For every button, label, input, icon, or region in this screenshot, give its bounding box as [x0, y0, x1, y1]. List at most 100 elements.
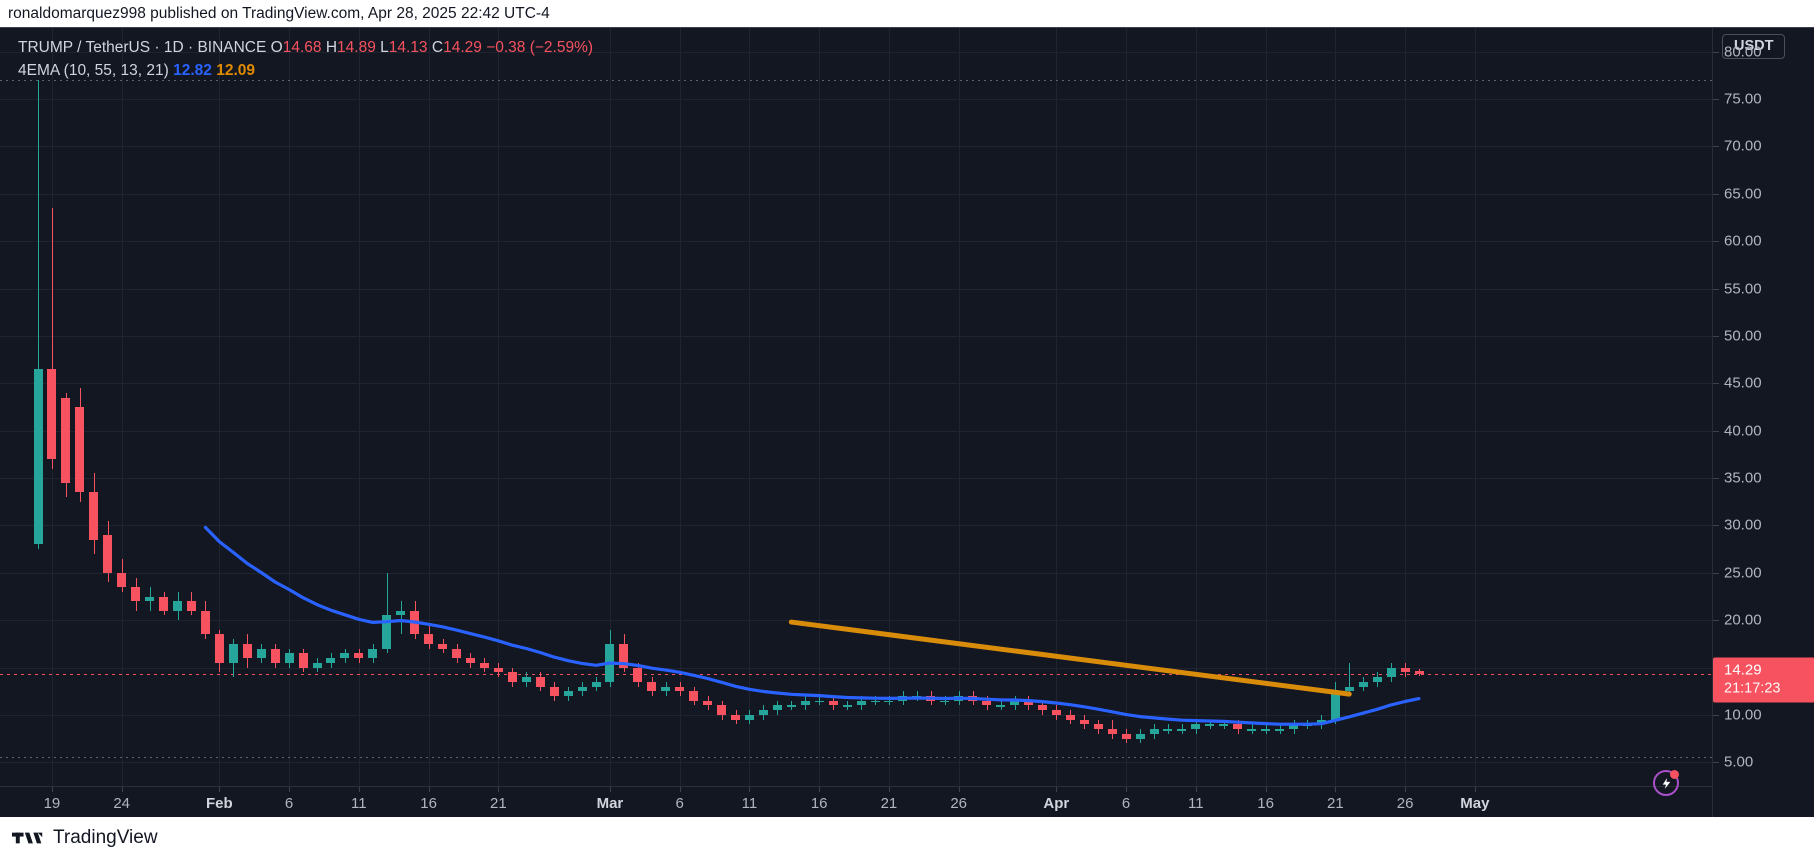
- candle-body: [214, 634, 224, 663]
- symbol-title[interactable]: TRUMP / TetherUS · 1D · BINANCE: [18, 39, 267, 56]
- close-value: 14.29: [443, 39, 482, 56]
- time-axis-tick: [289, 787, 290, 792]
- gridline-horizontal: [0, 383, 1712, 385]
- time-axis-label: Feb: [206, 795, 233, 812]
- candle-body: [452, 648, 461, 659]
- time-axis-label: 6: [675, 795, 684, 812]
- candle-body: [940, 700, 950, 703]
- candle-body: [382, 615, 392, 649]
- time-axis-tick: [889, 787, 890, 792]
- time-axis-label: 16: [420, 795, 437, 812]
- candle-body: [577, 686, 587, 692]
- time-axis-label: 19: [43, 795, 61, 812]
- chart-legend: TRUMP / TetherUS · 1D · BINANCE O14.68 H…: [18, 38, 593, 81]
- price-axis-label: 65.00: [1724, 185, 1762, 203]
- candle-body: [647, 681, 657, 692]
- lightning-bolt-icon[interactable]: [1653, 770, 1679, 796]
- gridline-horizontal: [0, 620, 1712, 622]
- candle-body: [507, 672, 517, 682]
- footer: TradingView: [0, 817, 1814, 858]
- tradingview-logo[interactable]: TradingView: [12, 827, 158, 849]
- candle-body: [424, 634, 434, 644]
- published-header: ronaldomarquez998 published on TradingVi…: [0, 0, 1814, 27]
- candle-body: [1358, 681, 1368, 687]
- candle-body: [1107, 729, 1117, 734]
- price-axis-label: 60.00: [1724, 232, 1762, 250]
- current-price-badge[interactable]: 14.29 21:17:23: [1713, 657, 1814, 703]
- indicator-name[interactable]: 4EMA (10, 55, 13, 21): [18, 62, 169, 79]
- time-axis-label: May: [1460, 795, 1490, 812]
- chart-pane[interactable]: [0, 28, 1712, 786]
- time-axis-tick: [1056, 787, 1057, 792]
- bar-countdown: 21:17:23: [1724, 680, 1781, 697]
- candle-wick: [52, 208, 53, 469]
- candle-body: [954, 695, 964, 701]
- price-axis-tick: [1713, 335, 1719, 337]
- candle-body: [228, 643, 238, 663]
- time-axis-label: 21: [880, 795, 898, 812]
- gridline-vertical: [498, 28, 499, 786]
- candle-body: [898, 695, 908, 701]
- candle-body: [1037, 705, 1047, 711]
- candle-body: [605, 643, 615, 682]
- gridline-horizontal: [0, 478, 1712, 480]
- gridline-vertical: [749, 28, 750, 786]
- currency-badge[interactable]: USDT: [1722, 34, 1786, 59]
- price-axis-label: 20.00: [1724, 611, 1762, 629]
- candle-body: [1302, 724, 1312, 726]
- brand-name: TradingView: [53, 826, 158, 848]
- time-scale[interactable]: 19 24 Feb 6 11 16 21 Mar 6 11 16 21 26 Apr 6 11 16 21 26 Ma…: [0, 786, 1712, 818]
- candle-body: [814, 700, 824, 703]
- gridline-horizontal: [0, 762, 1712, 764]
- open-value: 14.68: [282, 39, 322, 56]
- price-axis-tick: [1713, 620, 1719, 622]
- time-axis-tick: [429, 787, 430, 792]
- time-axis-label: 21: [1327, 795, 1344, 812]
- candle-body: [1163, 729, 1173, 731]
- candle-body: [1079, 719, 1089, 725]
- dotted-level-line: [0, 756, 1712, 758]
- price-axis-tick: [1713, 572, 1719, 574]
- time-axis-tick: [52, 787, 53, 792]
- candle-body: [1261, 729, 1271, 731]
- time-axis-tick: [1335, 787, 1336, 792]
- candle-body: [396, 610, 406, 616]
- time-axis-label: 24: [113, 795, 131, 812]
- time-axis-label: 21: [490, 795, 507, 812]
- gridline-vertical: [219, 28, 220, 786]
- gridline-vertical: [122, 28, 123, 786]
- price-axis-label: 30.00: [1724, 516, 1762, 534]
- candle-body: [1177, 729, 1187, 731]
- candle-body: [103, 534, 113, 573]
- time-axis-label: 6: [284, 795, 294, 812]
- candle-body: [619, 643, 629, 668]
- candle-body: [326, 658, 336, 663]
- legend-ohlc-row[interactable]: TRUMP / TetherUS · 1D · BINANCE O14.68 H…: [18, 38, 593, 58]
- price-scale[interactable]: USDT 80.00 75.00 70.00 65.00 60.00 55.00 50.00…: [1712, 28, 1814, 818]
- price-axis-tick: [1713, 241, 1719, 243]
- tradingview-logo-icon: [12, 832, 43, 843]
- price-axis-label: 50.00: [1724, 327, 1762, 345]
- candle-body: [772, 705, 782, 711]
- gridline-horizontal: [0, 714, 1712, 716]
- candle-body: [173, 601, 182, 611]
- price-axis-tick: [1713, 762, 1719, 764]
- gridline-vertical: [1056, 28, 1057, 786]
- candle-body: [717, 705, 727, 715]
- candle-body: [1065, 714, 1075, 720]
- time-axis-label: 26: [1396, 795, 1414, 812]
- candle-body: [368, 648, 378, 659]
- gridline-vertical: [1196, 28, 1197, 786]
- candle-body: [1233, 724, 1243, 730]
- price-axis-tick: [1713, 193, 1719, 195]
- gridline-horizontal: [0, 99, 1712, 101]
- time-axis-label: 11: [741, 795, 758, 812]
- time-axis-tick: [959, 787, 960, 792]
- legend-indicator-row[interactable]: 4EMA (10, 55, 13, 21) 12.82 12.09: [18, 61, 593, 81]
- gridline-horizontal: [0, 193, 1712, 195]
- high-label: H: [325, 39, 338, 56]
- candle-body: [1191, 724, 1201, 730]
- price-axis-label: 70.00: [1724, 137, 1762, 155]
- candle-body: [33, 369, 43, 545]
- price-axis-label: 80.00: [1724, 43, 1762, 61]
